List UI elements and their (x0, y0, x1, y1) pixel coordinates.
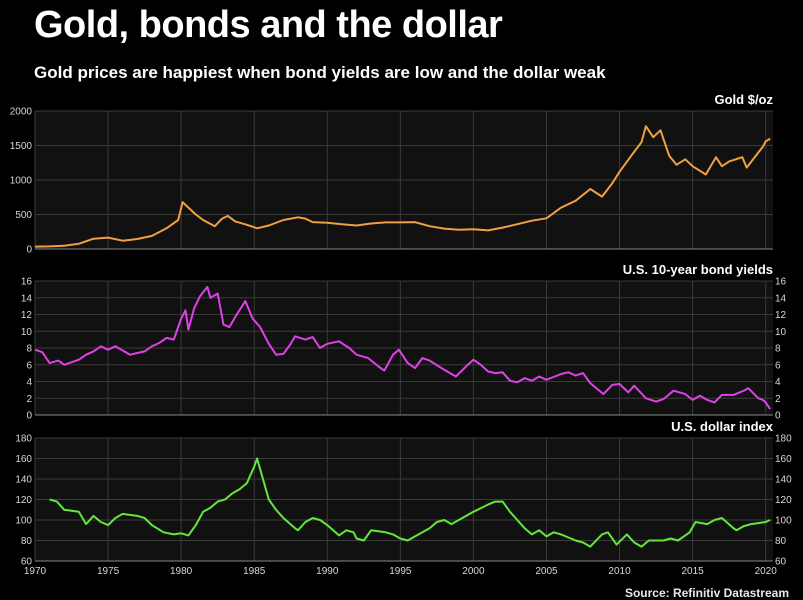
yields-ytick-label: 12 (21, 310, 33, 321)
dollar-xtick-label: 2010 (608, 566, 631, 577)
dollar-xtick-label: 2020 (755, 566, 778, 577)
dollar-ytick-right-label: 180 (775, 434, 792, 445)
dollar-ytick-right-label: 120 (775, 495, 792, 506)
dollar-ytick-label: 60 (21, 557, 33, 568)
yields-ytick-label: 2 (26, 394, 32, 405)
yields-ytick-label: 16 (21, 277, 33, 288)
dollar-ytick-right-label: 140 (775, 475, 792, 486)
yields-ytick-right-label: 6 (775, 360, 781, 371)
dollar-ytick-right-label: 60 (775, 557, 787, 568)
dollar-ytick-label: 120 (15, 495, 32, 506)
yields-ytick-label: 4 (26, 377, 32, 388)
dollar-xtick-label: 1975 (97, 566, 120, 577)
dollar-ytick-right-label: 160 (775, 454, 792, 465)
gold-panel-title: Gold $/oz (715, 92, 774, 107)
dollar-ytick-label: 100 (15, 516, 32, 527)
dollar-ytick-right-label: 100 (775, 516, 792, 527)
chart-title: Gold, bonds and the dollar (34, 4, 503, 46)
yields-ytick-label: 14 (21, 293, 33, 304)
dollar-ytick-label: 160 (15, 454, 32, 465)
yields-ytick-label: 0 (26, 411, 32, 422)
yields-ytick-label: 6 (26, 360, 32, 371)
dollar-ytick-label: 180 (15, 434, 32, 445)
dollar-xtick-label: 1995 (389, 566, 412, 577)
yields-panel-title: U.S. 10-year bond yields (623, 262, 773, 277)
dollar-panel-title: U.S. dollar index (671, 419, 774, 434)
yields-ytick-label: 8 (26, 344, 32, 355)
yields-ytick-right-label: 12 (775, 310, 787, 321)
dollar-xtick-label: 1980 (170, 566, 193, 577)
chart-subtitle: Gold prices are happiest when bond yield… (34, 63, 606, 82)
yields-series-line (34, 285, 771, 410)
dollar-xtick-label: 2005 (535, 566, 558, 577)
yields-ytick-right-label: 0 (775, 411, 781, 422)
dollar-xtick-label: 2000 (462, 566, 485, 577)
dollar-ytick-label: 80 (21, 536, 33, 547)
gold-ytick-label: 500 (15, 210, 32, 221)
dollar-series-line (49, 457, 771, 548)
yields-ytick-right-label: 2 (775, 394, 781, 405)
dollar-xtick-label: 1985 (243, 566, 266, 577)
gold-ytick-label: 1000 (10, 176, 33, 187)
yields-ytick-label: 10 (21, 327, 33, 338)
dollar-ytick-label: 140 (15, 475, 32, 486)
yields-ytick-right-label: 4 (775, 377, 781, 388)
yields-ytick-right-label: 14 (775, 293, 787, 304)
gold-ytick-label: 1500 (10, 141, 33, 152)
dollar-xtick-label: 2015 (681, 566, 704, 577)
yields-ytick-right-label: 10 (775, 327, 787, 338)
dollar-ytick-right-label: 80 (775, 536, 787, 547)
gold-series-line (34, 125, 771, 248)
yields-ytick-right-label: 16 (775, 277, 787, 288)
yields-ytick-right-label: 8 (775, 344, 781, 355)
dollar-xtick-label: 1990 (316, 566, 339, 577)
source-note: Source: Refinitiv Datastream (624, 586, 789, 600)
gold-ytick-label: 2000 (10, 107, 33, 118)
dollar-xtick-label: 1970 (24, 566, 47, 577)
gold-ytick-label: 0 (26, 245, 32, 256)
